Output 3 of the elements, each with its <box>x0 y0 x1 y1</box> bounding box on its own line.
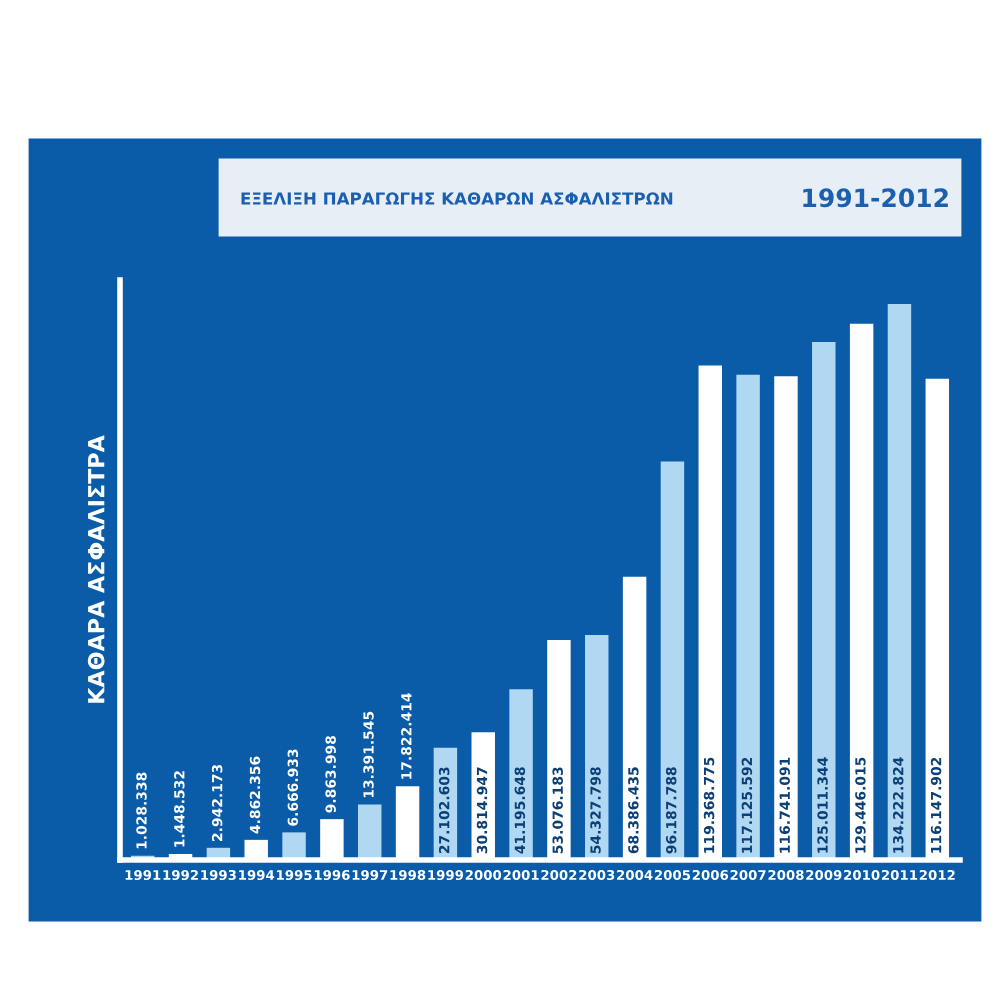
chart-subtitle: 1991-2012 <box>803 188 948 208</box>
y-axis-title: ΚΑΘΑΡΑ ΑΣΦΑΛΙΣΤΡΑ <box>87 435 105 703</box>
chart-title: ΕΞΕΛΙΞΗ ΠΑΡΑΓΩΓΗΣ ΚΑΘΑΡΩΝ ΑΣΦΑΛΙΣΤΡΩΝ <box>241 192 673 205</box>
